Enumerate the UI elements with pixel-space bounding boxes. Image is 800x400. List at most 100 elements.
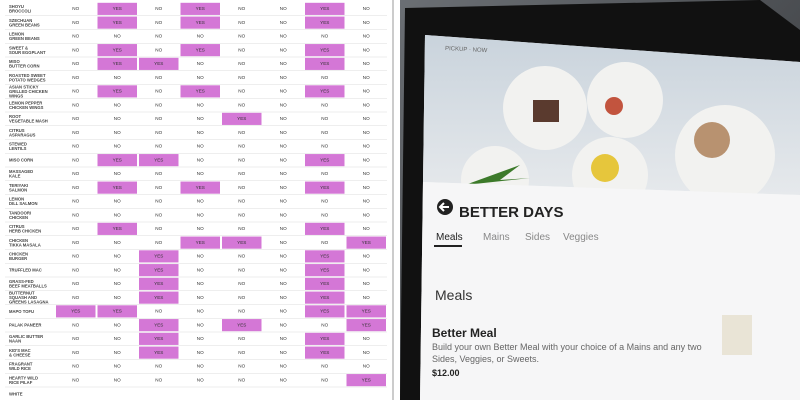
cell: YES <box>362 377 371 382</box>
row-name: SALMON <box>9 187 27 192</box>
tab[interactable]: Mains <box>483 232 510 243</box>
row-name: VEGETABLE MASH <box>9 119 48 124</box>
cell: NO <box>197 144 204 149</box>
yes-cell <box>222 236 262 249</box>
item-name[interactable]: Better Meal <box>432 326 497 340</box>
yes-cell <box>346 236 386 249</box>
cell: NO <box>72 295 79 300</box>
cell: NO <box>363 185 370 190</box>
yes-cell <box>180 236 220 249</box>
cell: YES <box>113 47 122 52</box>
cell: NO <box>280 212 287 217</box>
cell: NO <box>114 171 121 176</box>
cell: NO <box>72 226 79 231</box>
yes-cell <box>97 305 137 318</box>
yes-cell <box>56 305 96 318</box>
cell: NO <box>155 309 162 314</box>
cell: NO <box>114 199 121 204</box>
yes-cell <box>305 291 345 304</box>
row-name: DILL SALMON <box>9 201 38 206</box>
cell: NO <box>114 144 121 149</box>
cell: NO <box>197 267 204 272</box>
row-name: LENTILS <box>9 146 27 151</box>
cell: YES <box>154 281 163 286</box>
cell: NO <box>280 377 287 382</box>
cell: NO <box>155 226 162 231</box>
cell: NO <box>321 322 328 327</box>
row-name: SZECHUAN <box>9 18 32 23</box>
cell: NO <box>238 281 245 286</box>
cell: NO <box>238 309 245 314</box>
cell: YES <box>154 61 163 66</box>
row-name: GRASS-FED <box>9 279 34 284</box>
yes-cell <box>97 222 137 235</box>
row-name: LEMON <box>9 32 24 37</box>
cell: NO <box>238 226 245 231</box>
cell: NO <box>363 130 370 135</box>
tabs: Meals Mains Sides Veggies <box>436 232 599 243</box>
cell: YES <box>320 309 329 314</box>
cell: NO <box>363 89 370 94</box>
row-name: SOUR EGGPLANT <box>9 50 46 55</box>
cell: NO <box>114 322 121 327</box>
cell: NO <box>321 102 328 107</box>
cell: NO <box>114 34 121 39</box>
cell: NO <box>114 212 121 217</box>
cell: NO <box>114 116 121 121</box>
tab[interactable]: Sides <box>525 232 550 243</box>
cell: NO <box>114 254 121 259</box>
tab[interactable]: Meals <box>436 232 463 243</box>
cell: NO <box>197 295 204 300</box>
yes-cell <box>305 222 345 235</box>
cell: NO <box>321 212 328 217</box>
row-name: TERIYAKI <box>9 183 28 188</box>
cell: NO <box>280 199 287 204</box>
cell: NO <box>280 157 287 162</box>
yes-cell <box>139 154 179 167</box>
cell: YES <box>320 185 329 190</box>
cell: NO <box>155 102 162 107</box>
cell: NO <box>280 322 287 327</box>
yes-cell <box>305 332 345 345</box>
cell: NO <box>280 102 287 107</box>
cell: NO <box>72 199 79 204</box>
row-name: PALAK PANEER <box>9 323 41 328</box>
cell: NO <box>280 34 287 39</box>
row-name: FRAGRANT <box>9 362 33 367</box>
cell: NO <box>72 267 79 272</box>
cell: YES <box>320 295 329 300</box>
cell: YES <box>320 6 329 11</box>
row-name: BUTTERNUT <box>9 291 35 296</box>
cell: YES <box>196 185 205 190</box>
cell: NO <box>363 116 370 121</box>
food <box>465 165 530 185</box>
cell: NO <box>238 377 245 382</box>
cell: NO <box>155 75 162 80</box>
cell: NO <box>280 336 287 341</box>
cell: YES <box>196 6 205 11</box>
cell: NO <box>197 171 204 176</box>
cell: NO <box>155 20 162 25</box>
yes-cell <box>139 346 179 359</box>
yes-cell <box>180 44 220 57</box>
cell: NO <box>363 336 370 341</box>
yes-cell <box>139 250 179 263</box>
cell: NO <box>238 336 245 341</box>
yes-cell <box>180 16 220 29</box>
yes-cell <box>180 181 220 194</box>
cell: YES <box>113 20 122 25</box>
yes-cell <box>139 319 179 332</box>
cell: NO <box>72 61 79 66</box>
cell: YES <box>196 20 205 25</box>
cell: NO <box>197 34 204 39</box>
cell: YES <box>237 116 246 121</box>
tab[interactable]: Veggies <box>563 232 599 243</box>
cell: YES <box>71 309 80 314</box>
yes-cell <box>180 2 220 15</box>
cell: NO <box>280 281 287 286</box>
cell: YES <box>362 240 371 245</box>
cell: NO <box>155 144 162 149</box>
cell: YES <box>320 226 329 231</box>
row-name: ROOT <box>9 114 22 119</box>
